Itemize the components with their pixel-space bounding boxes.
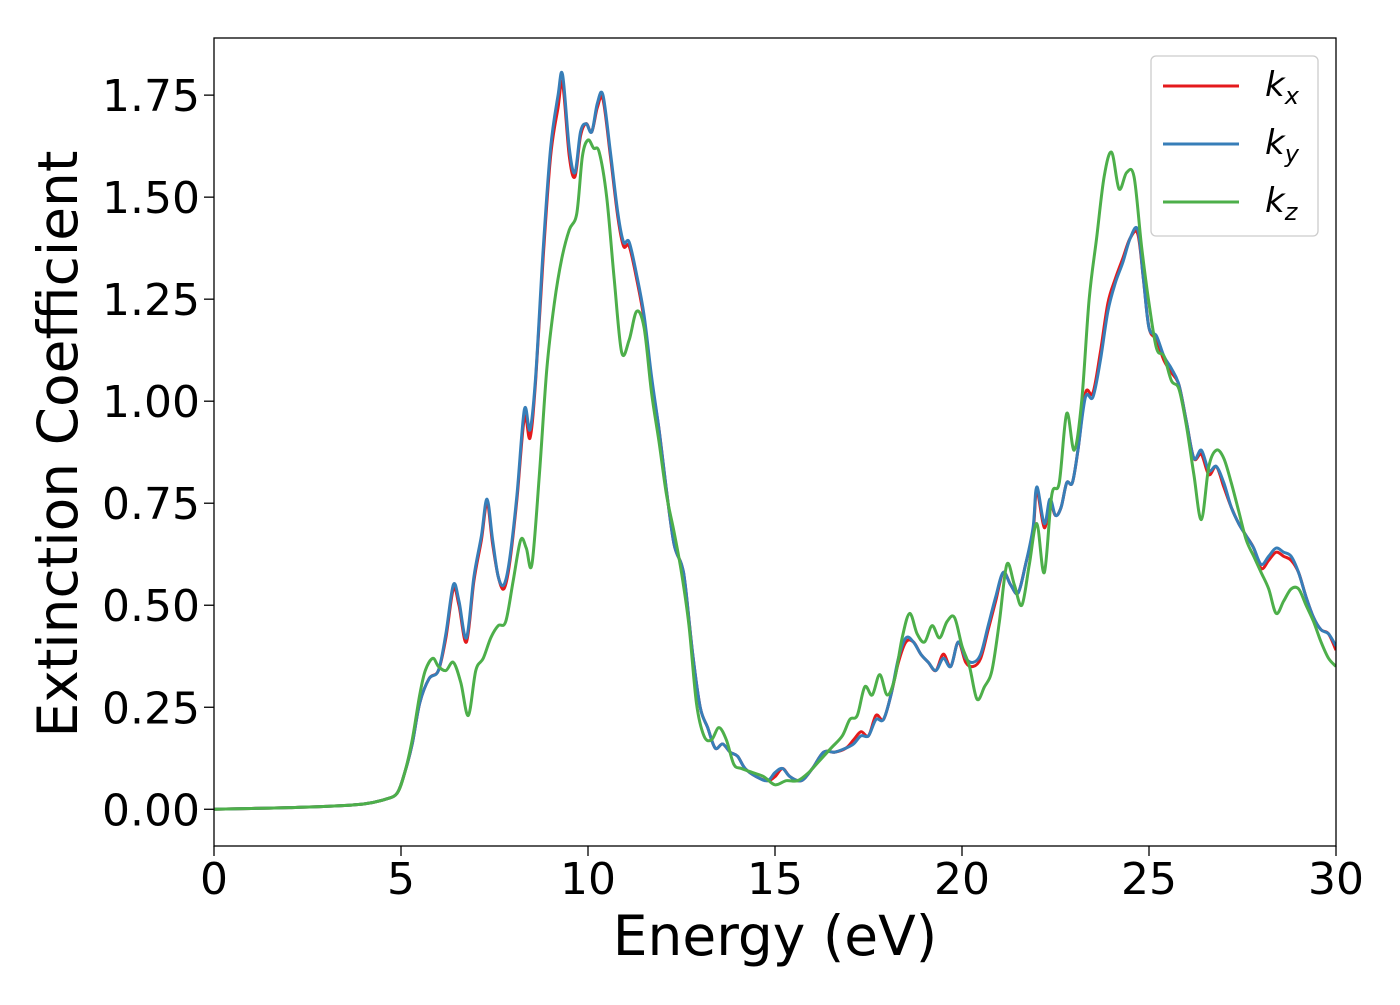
legend-label-kx: kx — [1265, 65, 1300, 110]
x-tick-label: 10 — [560, 854, 616, 905]
x-tick-label: 0 — [200, 854, 228, 905]
series-layer — [214, 70, 1336, 811]
y-axis-label: Extinction Coefficient — [26, 151, 90, 738]
x-tick-label: 30 — [1308, 854, 1364, 905]
series-line-kz — [214, 138, 1336, 811]
legend-label-ky: ky — [1265, 123, 1300, 168]
x-tick-label: 20 — [934, 854, 990, 905]
legend-box — [1150, 55, 1319, 237]
y-tick-label: 0.00 — [102, 785, 200, 836]
y-tick-label: 1.25 — [102, 275, 200, 326]
y-tick-label: 1.75 — [102, 71, 200, 122]
y-tick-label: 0.75 — [102, 479, 200, 530]
legend: kx ky kz — [1150, 55, 1319, 237]
x-tick-label: 25 — [1121, 854, 1177, 905]
axes-layer: 0 5 10 15 20 25 30 0.00 0.25 0.50 0.75 1.00 1.25 1.50… — [102, 37, 1364, 905]
x-tick-label: 5 — [387, 854, 415, 905]
x-tick-label: 15 — [747, 854, 803, 905]
y-tick-label: 1.50 — [102, 173, 200, 224]
x-axis-label: Energy (eV) — [613, 904, 937, 968]
y-tick-label: 0.25 — [102, 683, 200, 734]
y-tick-label: 0.50 — [102, 581, 200, 632]
y-tick-label: 1.00 — [102, 377, 200, 428]
legend-label-kz: kz — [1265, 181, 1299, 226]
